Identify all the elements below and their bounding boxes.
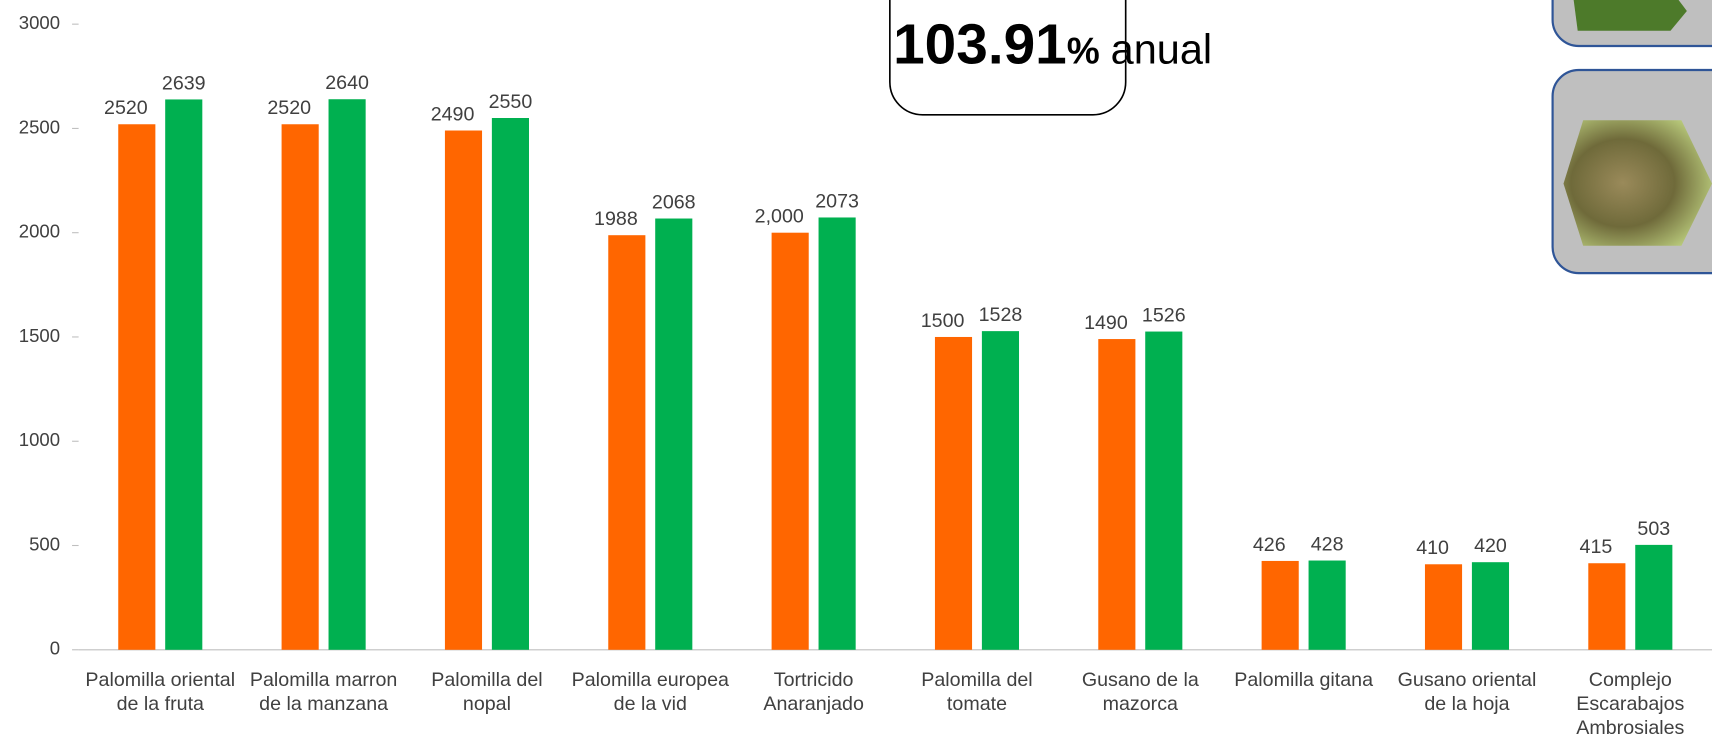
- value-label: 1500: [921, 310, 965, 332]
- y-tick-label: 500: [29, 533, 60, 554]
- x-tick-label-box: Palomilla marron de la manzana: [242, 667, 405, 746]
- bar: [935, 337, 972, 650]
- image: [1564, 120, 1712, 246]
- value-label: 1528: [979, 304, 1023, 326]
- value-label: 2520: [104, 97, 148, 119]
- value-label: 1526: [1142, 304, 1186, 326]
- value-label: 2490: [431, 103, 475, 125]
- bar: [282, 124, 319, 650]
- x-tick-label: Palomilla europea de la vid: [569, 667, 732, 715]
- x-tick-label: Gusano de la mazorca: [1059, 667, 1222, 715]
- x-tick-label: Palomilla gitana: [1222, 667, 1385, 691]
- bar: [1472, 562, 1509, 650]
- value-label: 1490: [1084, 312, 1128, 334]
- y-tick-label: 2000: [19, 221, 60, 242]
- x-tick-label: Palomilla marron de la manzana: [242, 667, 405, 715]
- y-tick-label: 3000: [19, 12, 60, 33]
- callout-number: 103.91: [893, 13, 1067, 76]
- callout-text: anual: [1111, 25, 1212, 72]
- bar: [1098, 339, 1135, 650]
- x-tick-label: Palomilla del tomate: [895, 667, 1058, 715]
- x-tick-label: Palomilla del nopal: [405, 667, 568, 715]
- value-label: 2520: [267, 97, 311, 119]
- x-tick-label-box: Gusano de la mazorca: [1059, 667, 1222, 746]
- bar: [608, 235, 645, 650]
- value-label: 415: [1580, 536, 1613, 558]
- value-label: 420: [1474, 535, 1507, 557]
- bar: [1635, 545, 1672, 650]
- bar: [1588, 563, 1625, 650]
- x-tick-label-box: Gusano oriental de la hoja: [1385, 667, 1548, 746]
- bar: [165, 99, 202, 649]
- bar: [329, 99, 366, 650]
- value-label: 1988: [594, 208, 638, 230]
- x-tick-label: Palomilla oriental de la fruta: [79, 667, 242, 715]
- x-tick-label-box: Palomilla del nopal: [405, 667, 568, 746]
- x-tick-label: Complejo Escarabajos Ambrosiales: [1549, 667, 1712, 739]
- page: {"chart_data": {"type": "bar", "categori…: [0, 0, 1712, 746]
- callout-unit: %: [1067, 29, 1100, 71]
- value-label: 2550: [489, 91, 533, 113]
- value-label: 2,000: [755, 206, 804, 228]
- x-tick-label-box: Palomilla europea de la vid: [569, 667, 732, 746]
- y-tick-label: 0: [50, 638, 60, 659]
- y-tick-label: 2500: [19, 116, 60, 137]
- value-label: 2073: [815, 190, 859, 212]
- x-tick-label-box: Complejo Escarabajos Ambrosiales: [1549, 667, 1712, 746]
- bar: [492, 118, 529, 650]
- y-tick-label: 1500: [19, 325, 60, 346]
- x-tick-label: Tortricido Anaranjado: [732, 667, 895, 715]
- bar: [445, 131, 482, 650]
- bar: [655, 219, 692, 650]
- bar: [819, 217, 856, 649]
- x-tick-label-box: Palomilla gitana: [1222, 667, 1385, 746]
- value-label: 426: [1253, 534, 1286, 556]
- image: [1572, 0, 1687, 31]
- bar: [118, 124, 155, 650]
- x-tick-label: Gusano oriental de la hoja: [1385, 667, 1548, 715]
- value-label: 410: [1416, 537, 1449, 559]
- bar: [772, 233, 809, 650]
- value-label: 428: [1311, 533, 1344, 555]
- chart: 103.91% anual 0 500 1000 1500 2000 2500 3000 Pal…: [0, 0, 1712, 746]
- bar: [1145, 332, 1182, 650]
- x-tick-label-box: Palomilla oriental de la fruta: [79, 667, 242, 746]
- bar: [982, 331, 1019, 650]
- value-label: 2068: [652, 191, 696, 213]
- callout-value: 103.91% anual: [893, 13, 1212, 76]
- y-tick-label: 1000: [19, 429, 60, 450]
- value-label: 503: [1637, 518, 1670, 540]
- bar: [1262, 561, 1299, 650]
- x-tick-label-box: Palomilla del tomate: [895, 667, 1058, 746]
- value-label: 2639: [162, 72, 206, 94]
- value-label: 2640: [325, 72, 369, 94]
- bar: [1425, 564, 1462, 650]
- x-tick-label-box: Tortricido Anaranjado: [732, 667, 895, 746]
- bar: [1309, 561, 1346, 650]
